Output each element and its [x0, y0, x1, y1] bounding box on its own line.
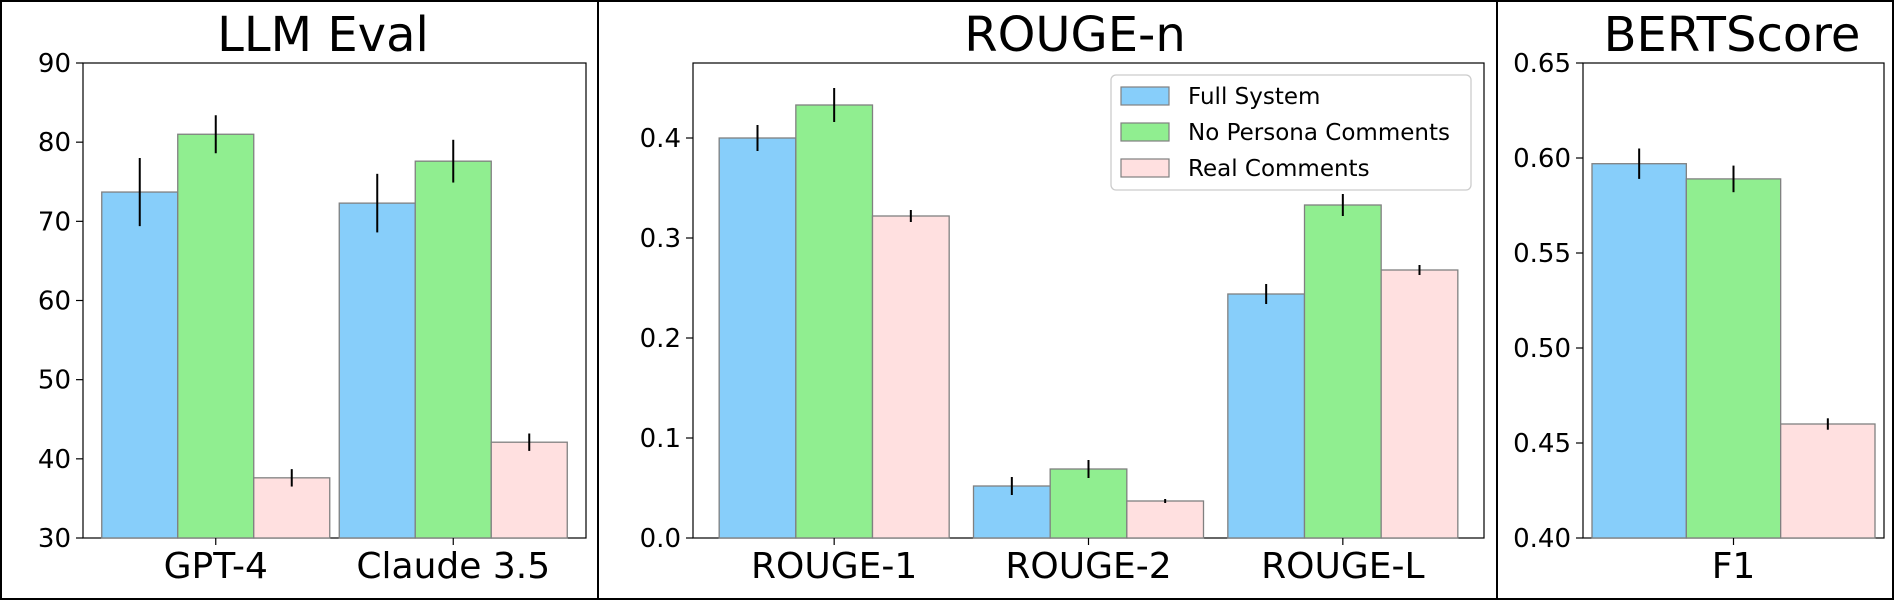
bar	[1380, 269, 1459, 539]
legend-swatch	[1120, 122, 1170, 142]
legend-swatch	[1120, 86, 1170, 106]
y-tick-label: 40	[38, 445, 71, 475]
chart-title: ROUGE-n	[964, 7, 1186, 63]
chart-title: BERTScore	[1604, 7, 1861, 63]
y-tick-label: 0.0	[640, 524, 681, 554]
bar	[718, 137, 797, 539]
y-tick-label: 80	[38, 128, 71, 158]
bar	[871, 215, 950, 539]
y-tick-label: 0.2	[640, 324, 681, 354]
bar	[795, 104, 874, 539]
y-tick-label: 0.3	[640, 224, 681, 254]
bar	[1126, 500, 1205, 539]
x-tick-label: ROUGE-1	[751, 546, 917, 587]
bar	[1591, 163, 1687, 539]
bar	[1303, 204, 1382, 539]
bar	[1780, 423, 1876, 539]
legend-label: Full System	[1188, 84, 1320, 110]
llm-eval-panel: LLM Eval 30 40 50 60 70 80 90 GPT-4 Claude 3.5	[38, 7, 587, 587]
bar	[253, 477, 331, 539]
bar	[1685, 178, 1782, 539]
y-tick-label: 30	[38, 524, 71, 554]
legend-label: Real Comments	[1188, 156, 1370, 182]
x-tick-label: Claude 3.5	[356, 546, 550, 587]
bar	[414, 160, 492, 539]
bertscore-panel: BERTScore 0.40 0.45 0.50 0.55 0.60 0.65 F1	[1513, 7, 1885, 587]
y-tick-label: 0.60	[1513, 144, 1571, 174]
legend-label: No Persona Comments	[1188, 120, 1450, 146]
bar	[1049, 468, 1128, 539]
bar	[101, 191, 179, 539]
y-tick-label: 0.50	[1513, 334, 1571, 364]
x-tick-label: GPT-4	[164, 546, 268, 587]
bar	[490, 441, 568, 539]
y-tick-label: 0.45	[1513, 429, 1571, 459]
y-tick-label: 70	[38, 207, 71, 237]
y-tick-label: 0.40	[1513, 524, 1571, 554]
bar	[177, 133, 255, 539]
y-tick-label: 0.4	[640, 124, 681, 154]
x-tick-label: ROUGE-L	[1261, 546, 1424, 587]
y-tick-label: 90	[38, 49, 71, 79]
bar	[338, 202, 416, 539]
y-tick-label: 0.65	[1513, 49, 1571, 79]
y-tick-label: 50	[38, 366, 71, 396]
y-tick-label: 0.55	[1513, 239, 1571, 269]
x-tick-label: ROUGE-2	[1005, 546, 1171, 587]
bar	[1227, 293, 1306, 539]
y-tick-label: 0.1	[640, 424, 681, 454]
legend-box	[1110, 74, 1472, 191]
y-tick-label: 60	[38, 287, 71, 317]
legend-swatch	[1120, 158, 1170, 178]
x-tick-label: F1	[1712, 546, 1756, 587]
chart-title: LLM Eval	[217, 7, 429, 63]
rouge-n-panel: ROUGE-n 0.0 0.1 0.2 0.3 0.4 ROUGE-1 ROUGE-2 ROUG…	[640, 7, 1485, 587]
